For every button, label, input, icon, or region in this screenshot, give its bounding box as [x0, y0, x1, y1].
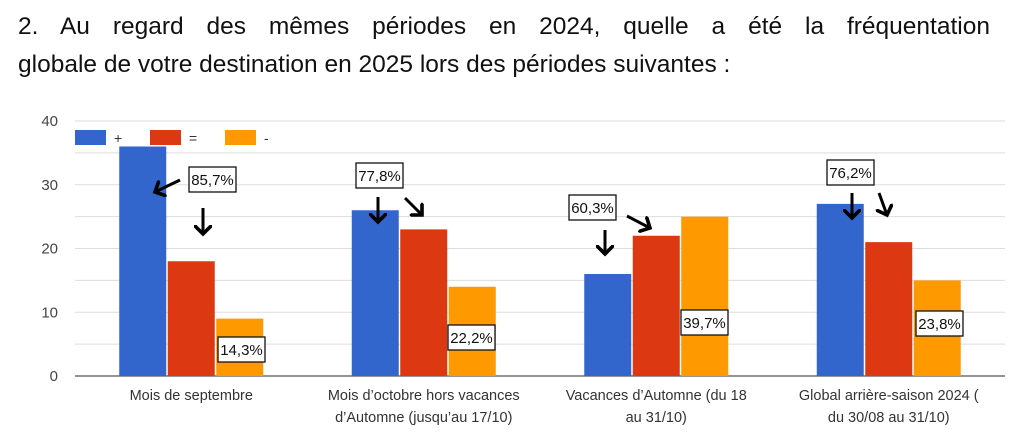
annotation-label: 14,3%: [220, 342, 263, 359]
legend-swatch: [150, 130, 181, 145]
x-category-label: Mois d’octobre hors vacances: [328, 388, 520, 404]
y-tick-label: 40: [41, 113, 58, 130]
arrow-icon: [155, 178, 181, 192]
arrow-icon: [626, 214, 650, 228]
question-title: 2. Au regard des mêmes périodes en 2024,…: [18, 8, 990, 84]
y-tick-label: 10: [41, 304, 58, 321]
bar-equal: [400, 229, 448, 376]
bar-equal: [865, 242, 913, 376]
annotation-box: [447, 324, 496, 351]
bar-plus: [119, 146, 167, 376]
x-category-label: Mois de septembre: [130, 388, 253, 404]
annotation-box: [826, 159, 875, 186]
annotation-box: [680, 309, 729, 336]
annotation-label: 77,8%: [358, 168, 401, 185]
y-tick-label: 0: [50, 368, 58, 385]
arrow-icon: [879, 192, 887, 215]
legend-label: +: [114, 130, 122, 146]
annotation-box: [355, 162, 404, 189]
arrow-icon: [403, 196, 422, 215]
annotation-box: [217, 336, 266, 363]
question-line-1: 2. Au regard des mêmes périodes en 2024,…: [18, 13, 990, 40]
annotation-arrows: [155, 178, 887, 254]
annotation-label: 22,2%: [450, 330, 493, 347]
legend-swatch: [225, 130, 256, 145]
annotation-label: 23,8%: [918, 316, 961, 333]
annotation-label: 76,2%: [829, 165, 872, 182]
x-category-label: Global arrière-saison 2024 (: [799, 388, 979, 404]
annotation-label: 85,7%: [191, 172, 234, 189]
x-category-label: Vacances d’Automne (du 18: [566, 388, 747, 404]
y-tick-label: 20: [41, 241, 58, 258]
bar-plus: [584, 274, 632, 376]
annotation-label: 39,7%: [683, 315, 726, 332]
legend-label: -: [264, 130, 269, 146]
legend-swatch: [75, 130, 106, 145]
bar-plus: [351, 210, 399, 376]
x-category-label: au 31/10): [626, 410, 687, 426]
x-category-label: d’Automne (jusqu’au 17/10): [335, 410, 512, 426]
annotation-box: [188, 166, 237, 193]
y-tick-label: 30: [41, 177, 58, 194]
bar-plus: [816, 203, 864, 376]
annotation-box: [568, 194, 617, 221]
question-line-2: globale de votre destination en 2025 lor…: [18, 51, 731, 78]
bar-equal: [167, 261, 215, 376]
bar-minus: [681, 216, 729, 376]
x-category-label: du 30/08 au 31/10): [828, 410, 950, 426]
bar-equal: [632, 235, 680, 376]
annotation-box: [915, 310, 964, 337]
annotation-label: 60,3%: [571, 200, 614, 217]
legend-label: =: [189, 130, 197, 146]
